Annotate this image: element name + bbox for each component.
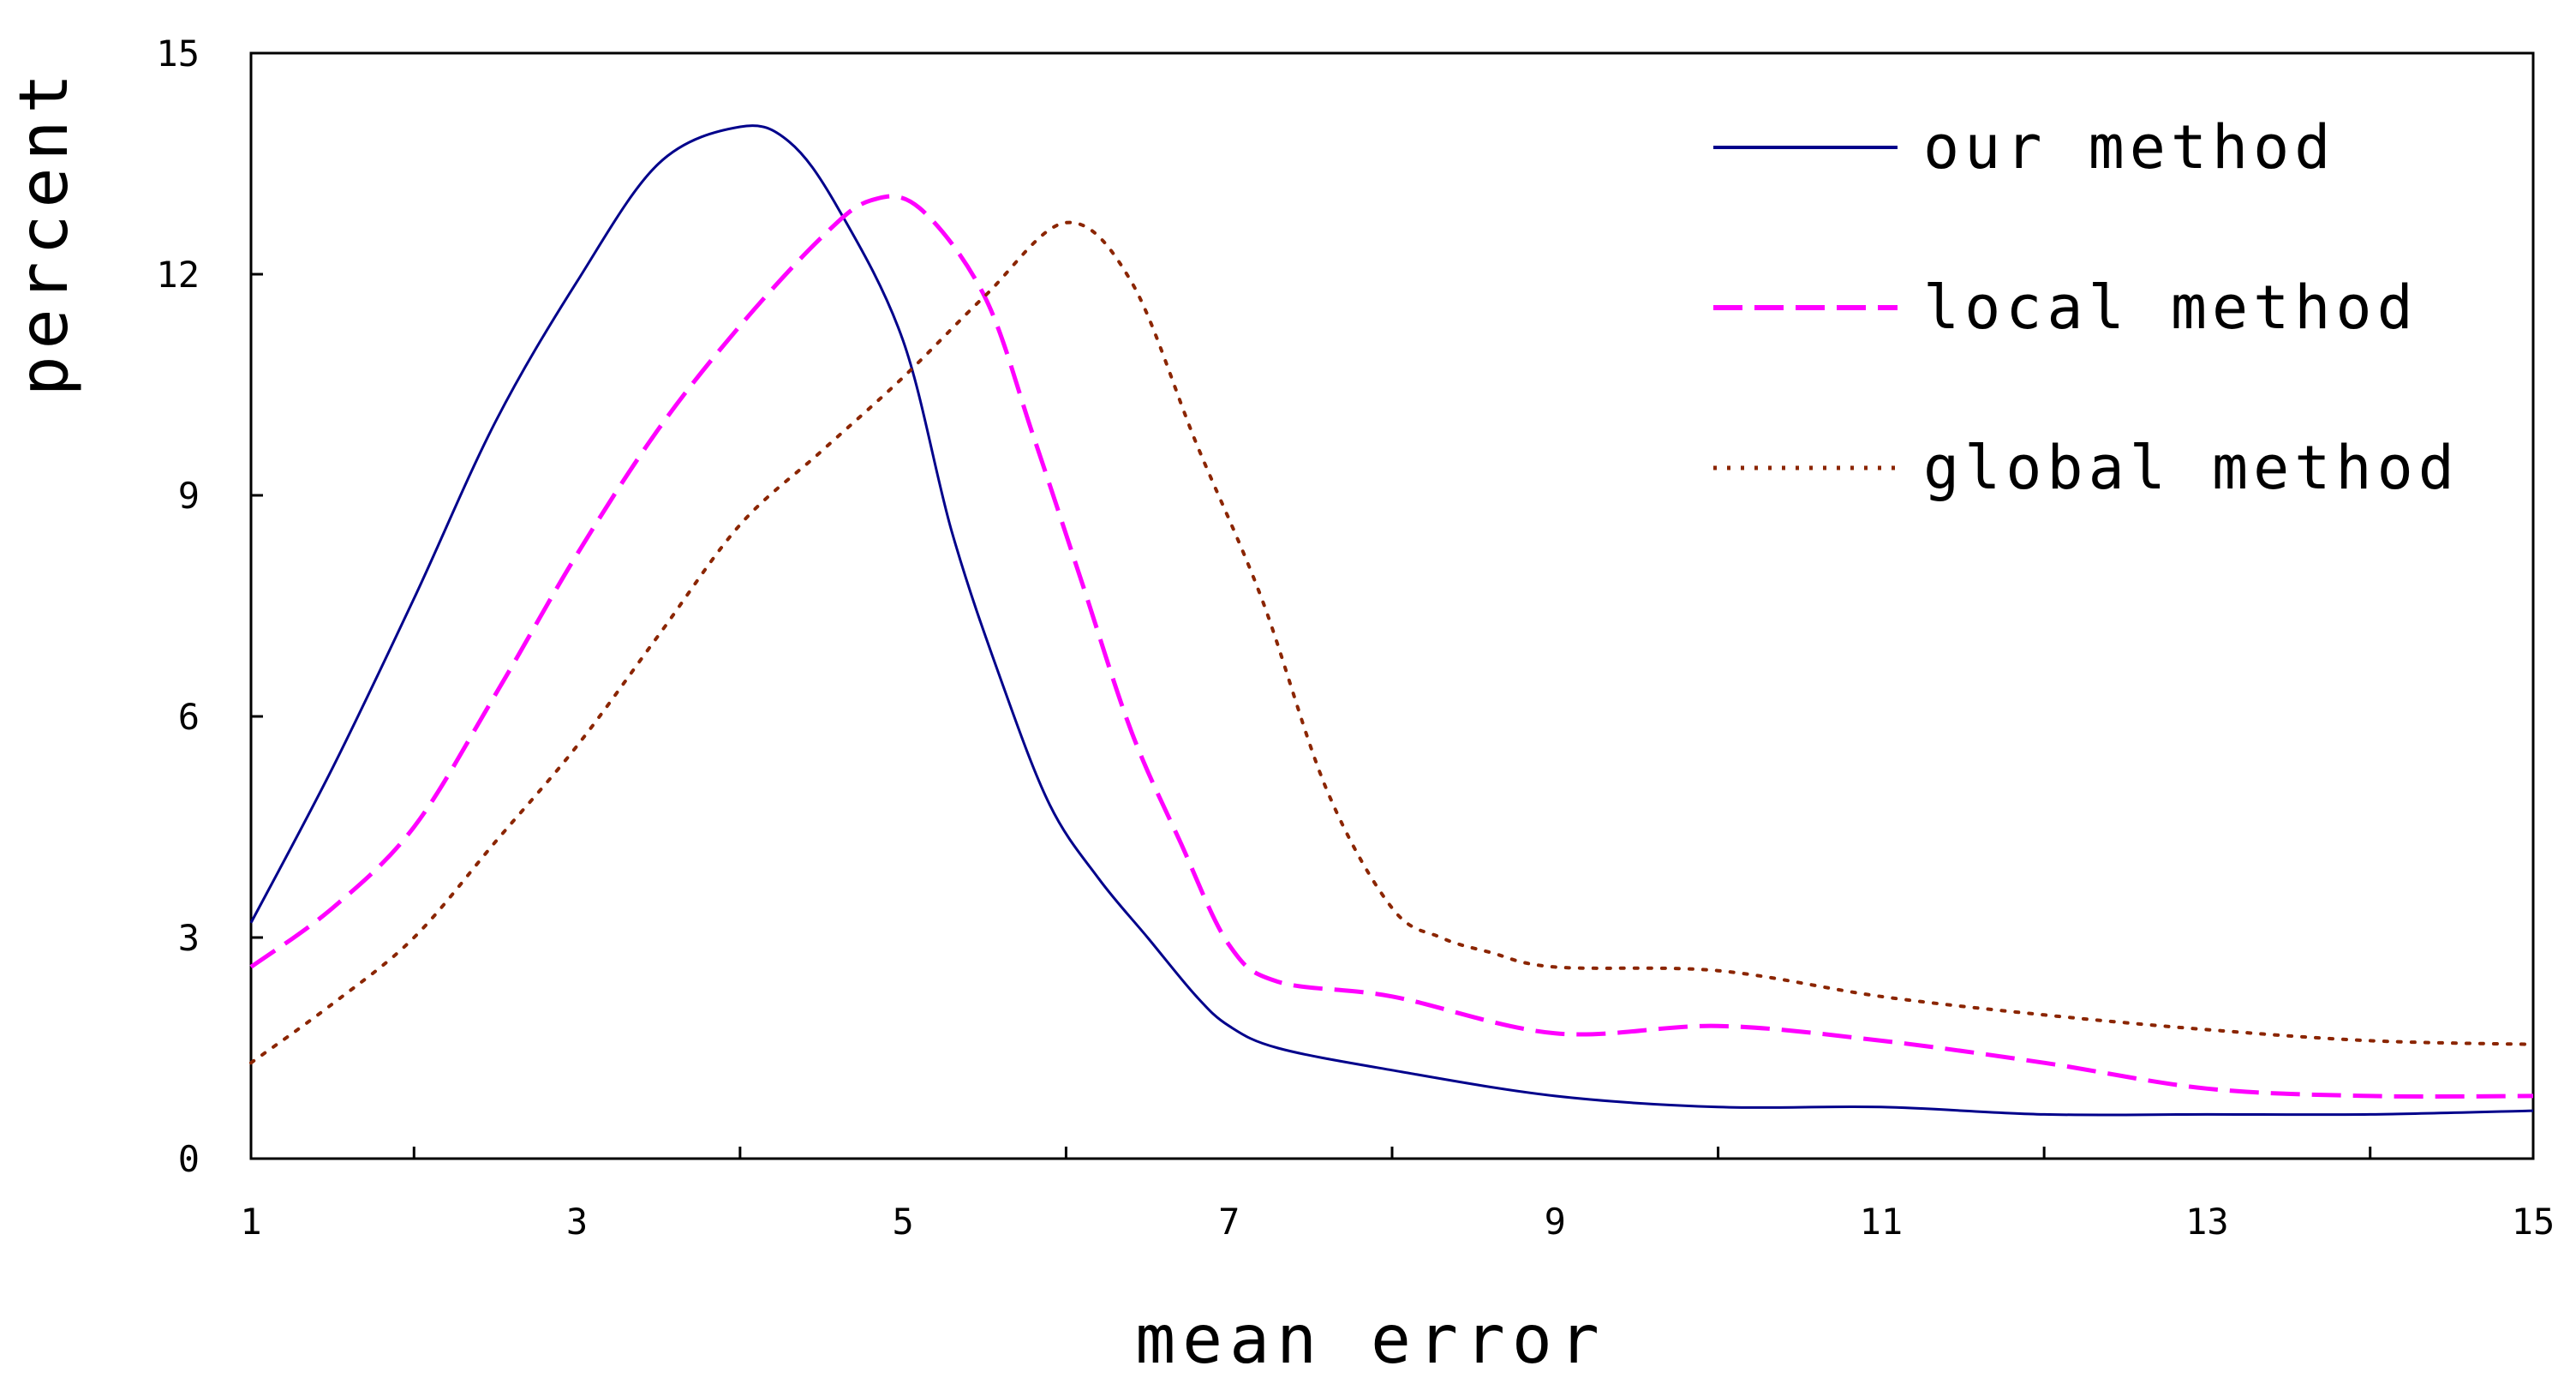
legend: our method local method global method (1713, 112, 2459, 503)
x-tick-label: 13 (2185, 1201, 2229, 1243)
x-tick-label: 3 (566, 1201, 588, 1243)
x-tick-label: 7 (1218, 1201, 1240, 1243)
y-tick-label: 3 (178, 917, 200, 959)
y-tick-label: 15 (156, 33, 200, 75)
x-tick-label: 15 (2512, 1201, 2555, 1243)
y-tick-label: 0 (178, 1138, 200, 1180)
legend-label-2: local method (1923, 273, 2418, 343)
x-tick-label: 11 (1860, 1201, 1904, 1243)
y-tick-label: 12 (156, 254, 200, 296)
x-tick-label: 1 (240, 1201, 261, 1243)
plot-border (249, 51, 2535, 1160)
series-line-1 (249, 124, 2534, 1117)
series-layer (249, 124, 2535, 1117)
x-tick-label: 9 (1545, 1201, 1566, 1243)
plot-frame (249, 51, 2535, 1160)
x-axis-title: mean error (1135, 1302, 1606, 1378)
series-line-3 (249, 220, 2535, 1065)
x-tick-label: 5 (892, 1201, 913, 1243)
legend-label-1: our method (1923, 112, 2335, 183)
y-tick-label: 6 (178, 696, 200, 738)
y-tick-label: 9 (178, 475, 200, 517)
series-line-2 (249, 194, 2534, 1099)
legend-label-3: global method (1923, 433, 2459, 503)
y-axis-title: percent (6, 67, 83, 397)
